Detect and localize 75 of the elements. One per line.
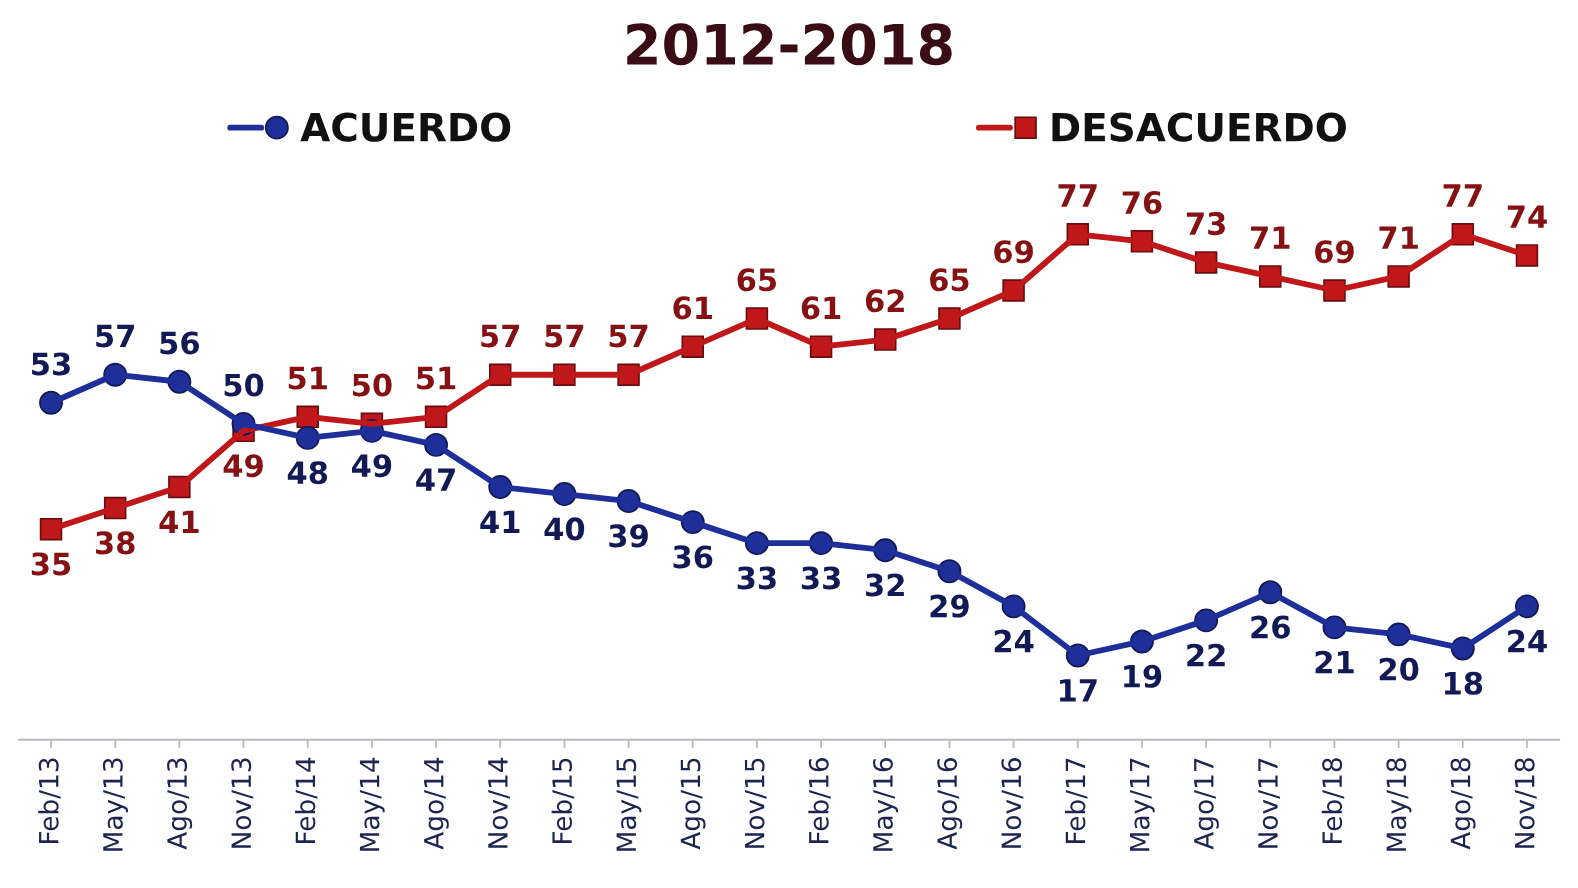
data-label: 35 — [31, 552, 71, 576]
data-label: 71 — [1251, 226, 1290, 249]
data-label: 24 — [1508, 629, 1547, 653]
data-label: 65 — [737, 268, 777, 292]
data-label: 18 — [1444, 671, 1483, 695]
x-tick-label: Feb/13 — [38, 758, 61, 843]
data-label: 56 — [160, 331, 199, 355]
data-label: 71 — [1379, 226, 1418, 249]
data-label: 47 — [416, 468, 455, 491]
data-label: 24 — [994, 629, 1034, 653]
legend-label: DESACUERDO — [1052, 112, 1346, 142]
data-label: 53 — [32, 352, 70, 376]
x-tick-label: Feb/17 — [1065, 758, 1088, 843]
data-label: 57 — [545, 324, 584, 348]
x-tick-label: Feb/16 — [808, 758, 831, 843]
x-tick-label: Feb/18 — [1321, 758, 1345, 843]
data-label: 65 — [930, 268, 969, 292]
data-label: 76 — [1122, 191, 1162, 215]
data-label: 40 — [544, 517, 585, 541]
data-label: 57 — [609, 324, 648, 348]
chart-title: 2012-2018 — [627, 23, 952, 66]
legend-label: ACUERDO — [300, 112, 511, 142]
data-label: 49 — [352, 454, 392, 478]
data-label: 41 — [480, 510, 520, 533]
x-tick-label: Feb/14 — [294, 757, 318, 843]
data-label: 50 — [224, 373, 264, 397]
data-label: 61 — [801, 296, 841, 320]
x-tick-label: Ago/16 — [937, 758, 963, 850]
data-label: 49 — [223, 454, 263, 478]
data-label: 33 — [737, 566, 776, 590]
x-tick-label: Ago/14 — [424, 757, 449, 850]
data-label: 61 — [673, 296, 712, 320]
data-label: 57 — [96, 324, 135, 348]
x-tick-label: May/18 — [1386, 758, 1412, 851]
x-tick-label: Ago/17 — [1194, 758, 1219, 850]
data-label: 33 — [801, 566, 840, 590]
x-tick-label: Nov/15 — [744, 758, 767, 848]
data-label: 38 — [95, 531, 135, 555]
data-label: 17 — [1059, 679, 1097, 702]
x-tick-label: Ago/13 — [167, 758, 193, 850]
x-tick-label: Ago/15 — [680, 758, 706, 850]
data-label: 20 — [1379, 657, 1419, 681]
x-tick-label: May/14 — [359, 757, 385, 851]
x-tick-label: May/13 — [102, 758, 128, 851]
data-label: 74 — [1507, 205, 1547, 228]
data-label: 21 — [1315, 650, 1354, 674]
x-tick-label: Nov/16 — [1001, 758, 1024, 848]
x-tick-label: Ago/18 — [1450, 758, 1476, 850]
x-tick-label: May/15 — [616, 758, 642, 851]
x-tick-label: May/16 — [872, 758, 899, 851]
x-tick-label: Nov/18 — [1514, 758, 1537, 848]
x-tick-label: Feb/15 — [551, 758, 575, 843]
data-label: 51 — [417, 366, 456, 390]
data-label: 19 — [1124, 664, 1162, 688]
data-label: 22 — [1187, 643, 1225, 667]
data-label: 32 — [866, 573, 904, 597]
data-label: 69 — [994, 240, 1033, 264]
data-label: 57 — [481, 324, 520, 348]
data-label: 73 — [1186, 212, 1225, 236]
data-label: 62 — [865, 289, 904, 313]
data-label: 41 — [159, 510, 199, 533]
data-label: 51 — [288, 366, 327, 390]
data-label: 39 — [609, 524, 648, 548]
data-label: 48 — [287, 461, 328, 485]
data-label: 26 — [1251, 615, 1290, 639]
data-label: 77 — [1058, 184, 1097, 207]
data-label: 36 — [673, 545, 713, 569]
data-label: 29 — [930, 594, 969, 618]
x-tick-label: Nov/17 — [1258, 758, 1281, 848]
x-tick-label: Nov/14 — [488, 757, 510, 848]
x-tick-label: May/17 — [1129, 758, 1155, 851]
data-label: 50 — [352, 373, 392, 397]
data-label: 77 — [1443, 184, 1482, 207]
x-tick-label: Nov/13 — [231, 758, 254, 848]
data-label: 69 — [1315, 240, 1354, 264]
